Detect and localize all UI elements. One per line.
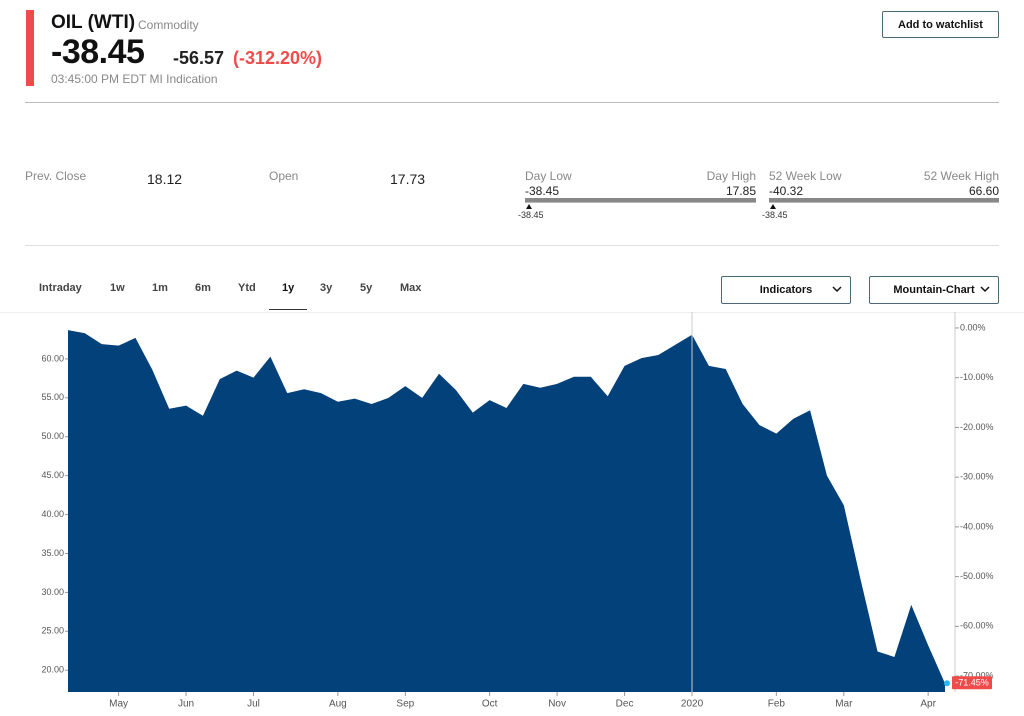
y2-tick-label: -30.00% <box>960 472 994 482</box>
range-tab[interactable]: Intraday <box>39 282 82 294</box>
range-tab[interactable]: 5y <box>360 282 373 294</box>
active-tab-underline <box>269 309 307 310</box>
stat-label: Prev. Close <box>25 169 87 183</box>
range-label: 52 Week Low <box>769 169 842 183</box>
last-point <box>944 680 950 687</box>
x-tick-label: Mar <box>835 699 853 710</box>
y-tick-label: 55.00 <box>41 392 64 402</box>
y2-tick-label: 0.00% <box>960 322 986 332</box>
y2-tick-label: -60.00% <box>960 621 994 631</box>
x-tick-label: Dec <box>616 699 634 710</box>
y-tick-label: 20.00 <box>41 665 64 675</box>
divider <box>25 102 999 103</box>
range-tab[interactable]: 1y <box>282 282 295 294</box>
range-bar <box>769 198 999 203</box>
accent-bar <box>26 10 34 86</box>
range-high: 66.60 <box>968 184 999 198</box>
y-tick-label: 30.00 <box>41 587 64 597</box>
range-label: 52 Week High <box>923 169 999 183</box>
range-tab[interactable]: 6m <box>195 282 211 294</box>
range-marker-label: -38.45 <box>762 210 788 220</box>
range-tab[interactable]: Max <box>400 282 422 294</box>
x-tick-label: 2020 <box>681 699 704 710</box>
range-marker <box>526 204 532 209</box>
x-tick-label: Oct <box>482 699 498 710</box>
range-high: 17.85 <box>725 184 756 198</box>
dropdown[interactable]: Indicators <box>721 276 851 304</box>
kind: Commodity <box>138 18 199 32</box>
y2-tick-label: -20.00% <box>960 422 994 432</box>
title: OIL (WTI) <box>51 12 136 33</box>
range-tab[interactable]: Ytd <box>238 282 256 294</box>
divider <box>25 245 999 246</box>
x-tick-label: May <box>109 699 128 710</box>
range-low: -40.32 <box>769 184 804 198</box>
range-label: Day Low <box>525 169 572 183</box>
range-tab[interactable]: 3y <box>320 282 333 294</box>
last-label: -71.45% <box>955 678 989 688</box>
y2-tick-label: -10.00% <box>960 372 994 382</box>
range-tab[interactable]: 1w <box>110 282 125 294</box>
dropdown-label: Mountain-Chart <box>893 284 975 296</box>
range-low: -38.45 <box>525 184 560 198</box>
y2-tick-label: -70.00% <box>960 670 994 680</box>
range-label: Day High <box>706 169 756 183</box>
y-tick-label: 40.00 <box>41 509 64 519</box>
change: -56.57 <box>173 48 225 68</box>
y-tick-label: 45.00 <box>41 470 64 480</box>
range-bar <box>525 198 756 203</box>
x-tick-label: Jun <box>178 699 194 710</box>
stat-value: 17.73 <box>390 171 426 187</box>
y-tick-label: 25.00 <box>41 626 64 636</box>
y-tick-label: 35.00 <box>41 548 64 558</box>
stat-label: Open <box>269 169 299 183</box>
x-tick-label: Sep <box>396 699 414 710</box>
x-tick-label: Nov <box>548 699 566 710</box>
chevron <box>832 286 842 293</box>
y2-tick-label: -40.00% <box>960 521 994 531</box>
y2-tick-label: -50.00% <box>960 571 994 581</box>
range-tab[interactable]: 1m <box>152 282 168 294</box>
change-percent: (-312.20%) <box>233 48 323 68</box>
stat-value: 18.12 <box>147 171 183 187</box>
y-tick-label: 50.00 <box>41 431 64 441</box>
x-tick-label: Jul <box>247 699 260 710</box>
dropdown-label: Indicators <box>759 284 813 296</box>
range-marker <box>770 204 776 209</box>
y-tick-label: 60.00 <box>41 353 64 363</box>
last-label-box <box>952 676 992 690</box>
chart: May Jun Jul Aug Sep Oct Nov Dec 2020 Feb Mar Apr 20.… <box>0 312 1024 710</box>
x-tick-label: Feb <box>768 699 786 710</box>
price-area <box>68 330 945 692</box>
x-tick-label: Apr <box>920 699 936 710</box>
dropdown[interactable]: Mountain-Chart <box>869 276 999 304</box>
timestamp: 03:45:00 PM EDT MI Indication <box>51 72 218 86</box>
x-tick-label: Aug <box>329 699 347 710</box>
chevron <box>980 286 990 293</box>
watchlist-button[interactable]: Add to watchlist <box>882 11 999 38</box>
range-marker-label: -38.45 <box>518 210 544 220</box>
price: -38.45 <box>51 33 145 71</box>
